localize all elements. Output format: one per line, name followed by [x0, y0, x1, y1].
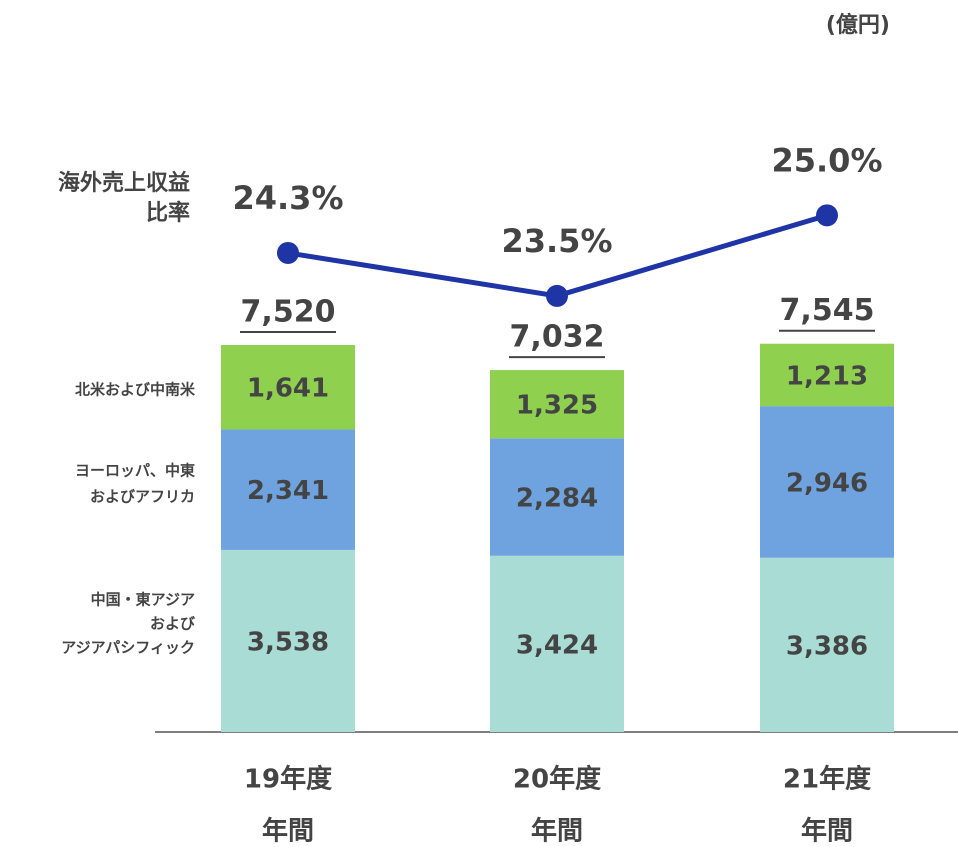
data-label: 3,538: [247, 627, 329, 657]
bar-segment: [221, 429, 355, 550]
legend-label: 北米および中南米: [75, 381, 196, 399]
legend-label: アジアパシフィック: [61, 639, 195, 657]
x-tick-label: 21年度: [783, 764, 871, 795]
x-tick-label: 年間: [801, 816, 853, 847]
x-tick-label: 19年度: [244, 764, 332, 795]
x-tick-label: 年間: [531, 816, 583, 847]
line-label: 25.0%: [771, 141, 882, 179]
line-label: 23.5%: [501, 222, 612, 260]
total-label: 7,520: [241, 295, 336, 330]
x-tick-label: 20年度: [513, 764, 601, 795]
line-point: [277, 241, 299, 264]
data-label: 1,325: [516, 391, 598, 421]
bar-segment: [760, 343, 894, 407]
bar-segment: [221, 345, 355, 430]
legend-label: およびアフリカ: [90, 488, 195, 506]
x-tick-label: 年間: [262, 816, 314, 847]
bar-segment: [760, 557, 894, 732]
legend-label: 中国・東アジア: [91, 591, 195, 609]
total-label: 7,545: [780, 293, 875, 328]
bar-segment: [490, 438, 624, 556]
bar-segment: [221, 549, 355, 732]
legend-label: ヨーロッパ、中東: [75, 462, 195, 480]
data-label: 2,946: [786, 468, 868, 498]
data-label: 1,641: [247, 374, 329, 404]
line-label: 24.3%: [232, 179, 343, 217]
bar-segment: [490, 370, 624, 439]
data-label: 2,341: [247, 476, 329, 506]
data-label: 2,284: [516, 484, 598, 514]
line-legend-label: 海外売上収益: [58, 170, 190, 196]
total-label: 7,032: [510, 320, 605, 355]
bar-segment: [760, 406, 894, 558]
line-point: [546, 284, 568, 307]
legend-label: および: [150, 615, 195, 633]
line-legend-label: 比率: [146, 200, 190, 226]
line-point: [816, 204, 838, 227]
bar-segment: [490, 555, 624, 732]
data-label: 3,424: [516, 630, 598, 660]
data-label: 1,213: [786, 361, 868, 391]
unit-label: (億円): [826, 12, 890, 38]
data-label: 3,386: [786, 631, 868, 661]
